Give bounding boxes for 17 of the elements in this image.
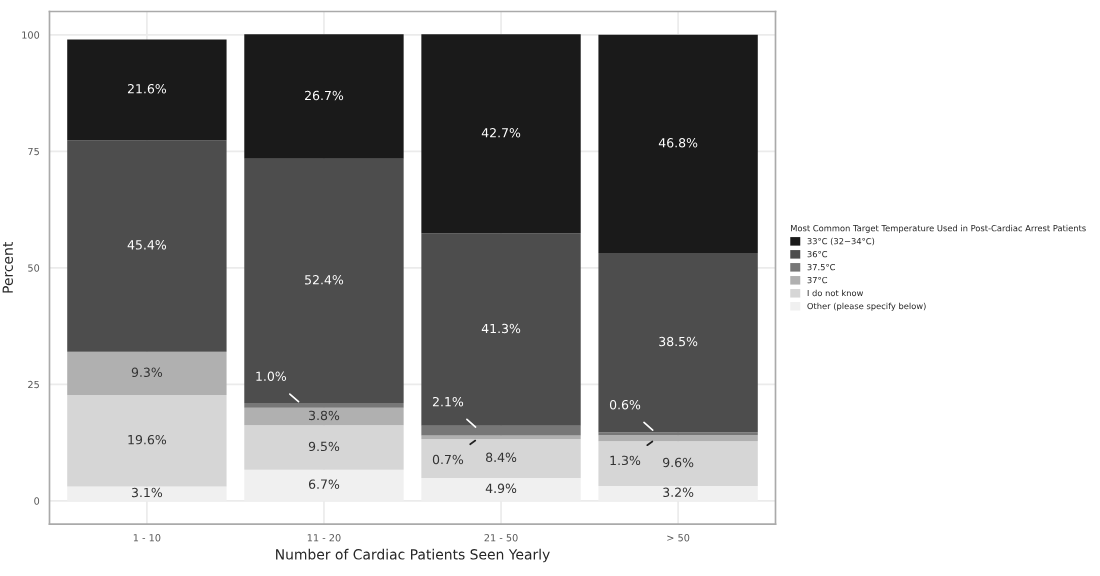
bar xyxy=(244,407,404,426)
bar xyxy=(598,441,758,486)
bar xyxy=(67,351,227,396)
bar xyxy=(421,438,581,479)
bar xyxy=(421,425,581,436)
bar xyxy=(598,34,758,253)
bar xyxy=(67,140,227,352)
bar xyxy=(244,158,404,403)
bar xyxy=(598,252,758,433)
bar xyxy=(244,402,404,408)
bar xyxy=(421,233,581,426)
bar xyxy=(67,39,227,141)
bar xyxy=(598,435,758,442)
bar xyxy=(244,34,404,159)
bar xyxy=(421,34,581,234)
bar xyxy=(244,425,404,470)
bar xyxy=(67,395,227,487)
